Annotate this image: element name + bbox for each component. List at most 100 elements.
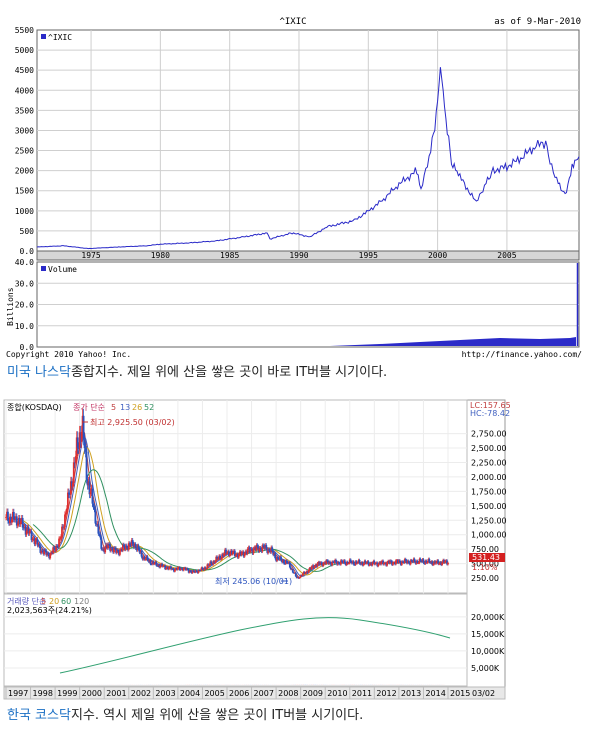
kosdaq-candle-body bbox=[154, 561, 157, 564]
kosdaq-candle-body bbox=[121, 549, 123, 551]
nasdaq-volume-tick-label: 20.0 bbox=[15, 301, 34, 310]
kosdaq-candle-body bbox=[425, 560, 428, 563]
kosdaq-candle-body bbox=[395, 560, 397, 565]
kosdaq-candle-body bbox=[275, 558, 278, 561]
kosdaq-candle-body bbox=[28, 531, 31, 534]
kosdaq-candle-body bbox=[297, 577, 300, 579]
kosdaq-candle-body bbox=[170, 566, 172, 570]
kosdaq-candle-body bbox=[62, 526, 64, 528]
kosdaq-candle-body bbox=[205, 568, 208, 570]
kosdaq-year-label: 1997 bbox=[8, 689, 28, 698]
kosdaq-candle-body bbox=[359, 563, 362, 565]
kosdaq-candle-body bbox=[260, 548, 263, 552]
kosdaq-candle-body bbox=[405, 560, 408, 564]
kosdaq-candle-body bbox=[433, 561, 436, 565]
kosdaq-year-label: 2004 bbox=[180, 689, 200, 698]
nasdaq-price-line bbox=[36, 67, 580, 250]
kosdaq-candle-body bbox=[424, 560, 427, 564]
kosdaq-vol-ma-5: 5 bbox=[41, 597, 46, 606]
kosdaq-candle-body bbox=[150, 564, 153, 565]
kosdaq-candle-body bbox=[231, 552, 234, 554]
kosdaq-candle-body bbox=[304, 572, 307, 574]
kosdaq-candle-body bbox=[31, 538, 34, 541]
kosdaq-year-label: 2005 bbox=[204, 689, 224, 698]
kosdaq-candle-body bbox=[311, 565, 314, 567]
kosdaq-candle-body bbox=[354, 561, 357, 565]
nasdaq-y-tick-label: 4500 bbox=[15, 66, 34, 75]
kosdaq-candle-body bbox=[194, 570, 197, 573]
kosdaq-candle-body bbox=[159, 566, 162, 568]
kosdaq-candle-body bbox=[268, 549, 271, 551]
kosdaq-candle-body bbox=[397, 560, 400, 563]
kosdaq-candle-body bbox=[333, 561, 335, 564]
nasdaq-chart: ^IXIC as of 9-Mar-2010 5500 5000 4500 4000 3… bbox=[6, 17, 582, 359]
kosdaq-low-annotation: 최저 245.06 (10/01) bbox=[215, 576, 292, 586]
kosdaq-candle-body bbox=[271, 547, 274, 551]
kosdaq-candle-body bbox=[14, 516, 17, 520]
kosdaq-candle-body bbox=[182, 567, 185, 571]
kosdaq-volume-tick-label: 15,000K bbox=[471, 630, 505, 639]
kosdaq-candle-body bbox=[139, 551, 142, 553]
kosdaq-lc: LC:157.65 bbox=[470, 401, 510, 410]
kosdaq-candle-body bbox=[392, 562, 394, 565]
kosdaq-candle-body bbox=[348, 559, 351, 564]
kosdaq-candle-body bbox=[282, 560, 284, 563]
kosdaq-candle-body bbox=[36, 539, 39, 546]
kosdaq-candle-body bbox=[143, 556, 146, 560]
kosdaq-candle-body bbox=[72, 462, 75, 483]
kosdaq-candle-body bbox=[378, 562, 381, 565]
kosdaq-candle-body bbox=[187, 569, 190, 573]
kosdaq-candle-body bbox=[122, 544, 125, 546]
kosdaq-candle-body bbox=[107, 544, 110, 548]
kosdaq-candle-body bbox=[339, 563, 341, 565]
kosdaq-candle-body bbox=[255, 545, 258, 550]
kosdaq-candle-body bbox=[429, 562, 432, 564]
kosdaq-candle-body bbox=[323, 562, 326, 564]
kosdaq-candle-body bbox=[49, 554, 52, 559]
kosdaq-candle-body bbox=[341, 560, 343, 562]
kosdaq-candle-body bbox=[422, 559, 425, 563]
kosdaq-candle-body bbox=[305, 571, 308, 573]
kosdaq-candle-body bbox=[294, 572, 297, 577]
kosdaq-candle-body bbox=[152, 561, 155, 565]
kosdaq-candle-body bbox=[342, 560, 345, 563]
kosdaq-candle-body bbox=[258, 547, 261, 552]
kosdaq-candle-body bbox=[402, 561, 405, 563]
kosdaq-current-price-box bbox=[469, 553, 505, 562]
kosdaq-candle-body bbox=[109, 544, 112, 551]
nasdaq-link[interactable]: 미국 나스닥 bbox=[7, 365, 71, 380]
kosdaq-price-tick-labels: 2,750.00 2,500.00 2,250.00 2,000.00 1,750.00… bbox=[471, 430, 507, 584]
kosdaq-candle-body bbox=[193, 570, 196, 573]
nasdaq-x-tick-label: 1990 bbox=[289, 251, 308, 260]
kosdaq-candle-body bbox=[164, 565, 167, 570]
kosdaq-candles bbox=[5, 408, 449, 579]
nasdaq-as-of: as of 9-Mar-2010 bbox=[494, 17, 581, 27]
kosdaq-candle-body bbox=[44, 549, 47, 551]
kosdaq-candle-body bbox=[374, 563, 377, 565]
kosdaq-candle-body bbox=[48, 554, 51, 559]
kosdaq-candle-body bbox=[176, 568, 178, 570]
nasdaq-y-tick-label: 1500 bbox=[15, 187, 34, 196]
kosdaq-link[interactable]: 한국 코스닥 bbox=[7, 708, 71, 723]
kosdaq-candle-body bbox=[254, 547, 257, 550]
kosdaq-candle-body bbox=[350, 562, 353, 564]
kosdaq-candle-body bbox=[414, 561, 417, 564]
kosdaq-candle-body bbox=[210, 561, 213, 564]
kosdaq-high-annotation: 최고 2,925.50 (03/02) bbox=[90, 417, 175, 427]
kosdaq-candle-body bbox=[340, 560, 342, 565]
kosdaq-candle-body bbox=[125, 545, 128, 548]
kosdaq-candle-body bbox=[231, 550, 233, 554]
kosdaq-candle-body bbox=[366, 561, 369, 563]
kosdaq-candle-body bbox=[371, 563, 374, 566]
kosdaq-candle-body bbox=[252, 548, 255, 554]
kosdaq-candle-body bbox=[400, 561, 403, 565]
kosdaq-candle-body bbox=[309, 567, 312, 570]
kosdaq-candle-body bbox=[13, 519, 16, 520]
nasdaq-y-tick-label: 0.0 bbox=[20, 247, 35, 256]
kosdaq-candle-body bbox=[69, 481, 72, 495]
kosdaq-candle-body bbox=[427, 559, 430, 563]
kosdaq-candle-body bbox=[420, 560, 423, 562]
kosdaq-hc: HC:-78.42 bbox=[470, 409, 510, 418]
kosdaq-candle-body bbox=[39, 546, 42, 553]
kosdaq-candle-body bbox=[299, 575, 302, 578]
